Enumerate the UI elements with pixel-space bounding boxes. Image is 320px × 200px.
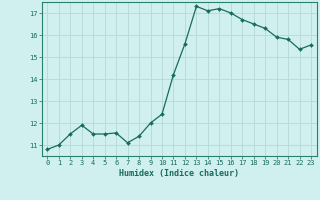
X-axis label: Humidex (Indice chaleur): Humidex (Indice chaleur) [119,169,239,178]
